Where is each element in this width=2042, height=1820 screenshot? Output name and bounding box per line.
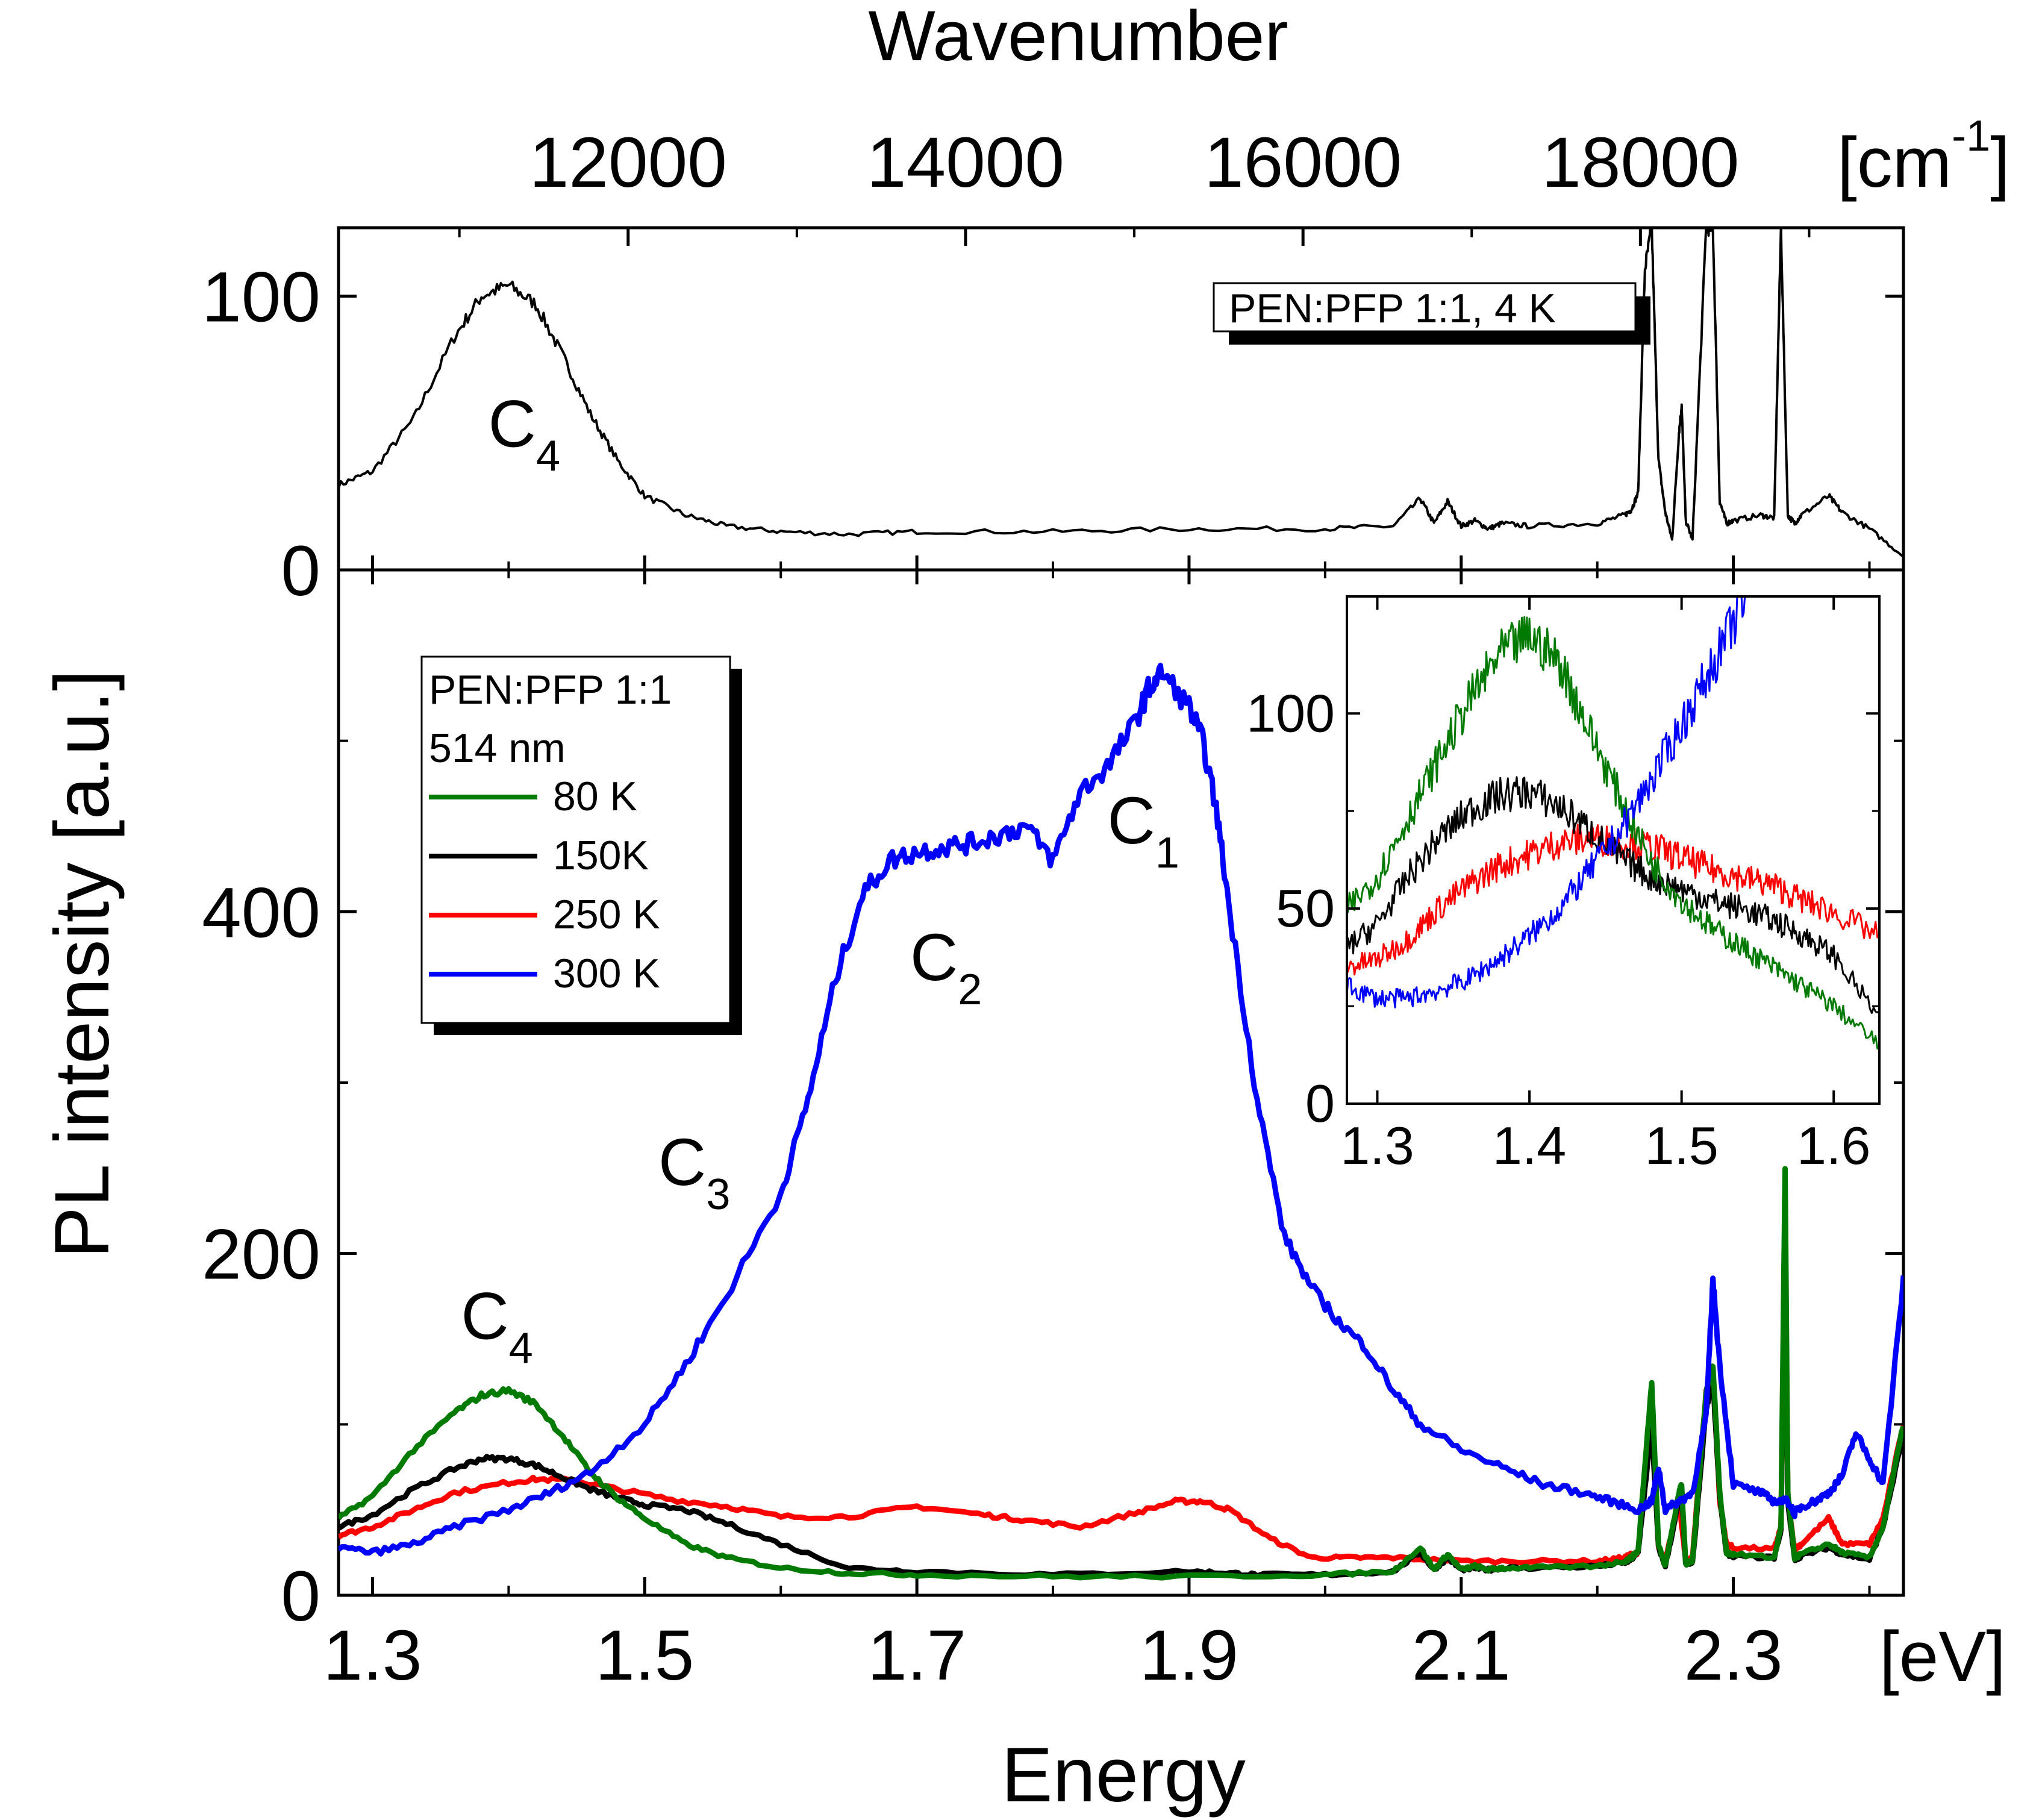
wavenumber-tick-label: 14000: [867, 123, 1064, 202]
top-panel-frame: [337, 226, 1905, 572]
wavenumber-unit: [cm-1]: [1837, 112, 2010, 202]
wavenumber-unit-sup: -1: [1952, 112, 1990, 160]
bottom-ytick-label: 200: [202, 1215, 320, 1295]
bottom-panel-series: [339, 663, 1903, 1581]
peak-label-main: C: [1107, 784, 1155, 858]
bottom-xtick-label: 1.9: [1140, 1616, 1238, 1695]
peak-label-c4: C4: [461, 1280, 533, 1373]
wavenumber-tick-label: 16000: [1204, 123, 1402, 202]
wavenumber-tick-label: 18000: [1541, 123, 1739, 202]
inset-series-line-300k: [1347, 596, 1747, 1009]
bottom-xtick-label: 2.1: [1412, 1616, 1511, 1695]
inset-panel: 0 50 100 1.3 1.4 1.5 1.6: [1246, 595, 1881, 1175]
x-axis-title: Energy: [1001, 1732, 1246, 1818]
inset-ytick-label: 0: [1305, 1074, 1335, 1133]
series-line-80k: [339, 1166, 1903, 1581]
top-annotations: C4: [489, 387, 561, 481]
inset-series-line-80k: [1347, 616, 1879, 1050]
peak-label-c2: C2: [910, 921, 982, 1014]
bottom-legend-box: [420, 655, 731, 1024]
legend-entry-label: 250 K: [553, 892, 660, 937]
peak-label-main: C: [910, 921, 958, 995]
top-legend-box: [1213, 282, 1637, 333]
bottom-xtick-label: 1.7: [867, 1616, 966, 1695]
peak-label-sub: 2: [958, 966, 982, 1014]
y-axis-title: PL intensity [a.u.]: [39, 669, 125, 1258]
legend-entry-label: 300 K: [553, 951, 660, 996]
bottom-xtick-label: 2.3: [1684, 1616, 1783, 1695]
inset-ytick-label: 100: [1246, 683, 1335, 743]
peak-label-main: C: [461, 1280, 508, 1354]
peak-label-sub: 4: [509, 1325, 533, 1373]
peak-label-main: C: [658, 1125, 706, 1199]
bottom-xtick-label: 1.3: [323, 1616, 422, 1695]
top-series-line: [339, 228, 1903, 558]
top-legend-label: PEN:PFP 1:1, 4 K: [1229, 286, 1556, 331]
inset-xtick-label: 1.6: [1797, 1116, 1870, 1175]
x-axis-unit: [eV]: [1879, 1617, 2006, 1696]
legend-entry-label: 80 K: [553, 774, 637, 819]
peak-label-c1: C1: [1107, 784, 1179, 877]
top-ytick-label: 0: [281, 531, 320, 611]
bottom-ytick-label: 0: [281, 1557, 320, 1636]
peak-label-sub: 3: [706, 1171, 730, 1219]
top-peak-label: C4: [489, 387, 561, 481]
top-panel: 0 100 PEN:PFP 1:1, 4 K C4: [202, 226, 1905, 611]
inset-xtick-label: 1.3: [1340, 1116, 1414, 1175]
bottom-legend: PEN:PFP 1:1 514 nm 80 K 150K 250 K 300 K: [420, 655, 742, 1035]
peak-label-sub: 4: [536, 433, 560, 481]
bottom-ytick-label: 400: [202, 873, 320, 952]
legend-title-line-1: PEN:PFP 1:1: [429, 667, 672, 713]
inset-series: [1347, 596, 1879, 1050]
legend-entry-label: 150K: [553, 833, 649, 878]
peak-label-c3: C3: [658, 1125, 731, 1219]
wavenumber-unit-close: ]: [1990, 123, 2010, 202]
inset-frame: [1346, 595, 1881, 1105]
peak-label-main: C: [489, 387, 536, 461]
inset-xtick-label: 1.5: [1644, 1116, 1718, 1175]
inset-xtick-label: 1.4: [1493, 1116, 1566, 1175]
wavenumber-unit-text: [cm: [1837, 123, 1952, 202]
inset-series-line-250k: [1347, 824, 1879, 976]
inset-ytick-label: 50: [1276, 878, 1335, 938]
legend-entries: 80 K 150K 250 K 300 K: [429, 774, 660, 996]
inset-series-line-150k: [1347, 776, 1879, 1014]
legend-title-line-2: 514 nm: [429, 725, 566, 771]
top-ytick-label: 100: [202, 258, 320, 337]
top-axis-title: Wavenumber: [868, 0, 1288, 76]
inset-ticks: 0 50 100 1.3 1.4 1.5 1.6: [1246, 596, 1879, 1175]
bottom-panel-ticks: 0 200 400 1.3 1.5 1.7 1.9 2.1 2.3: [202, 555, 1903, 1695]
wavenumber-tick-label: 12000: [529, 123, 727, 202]
peak-label-sub: 1: [1155, 829, 1179, 877]
wavenumber-tick-labels: 12000 14000 16000 18000: [529, 123, 1740, 202]
top-panel-ticks: 0 100: [202, 228, 1903, 611]
top-panel-series: [339, 228, 1903, 558]
top-legend: PEN:PFP 1:1, 4 K: [1213, 282, 1650, 345]
series-line-300k: [339, 663, 1903, 1557]
bottom-xtick-label: 1.5: [595, 1616, 694, 1695]
